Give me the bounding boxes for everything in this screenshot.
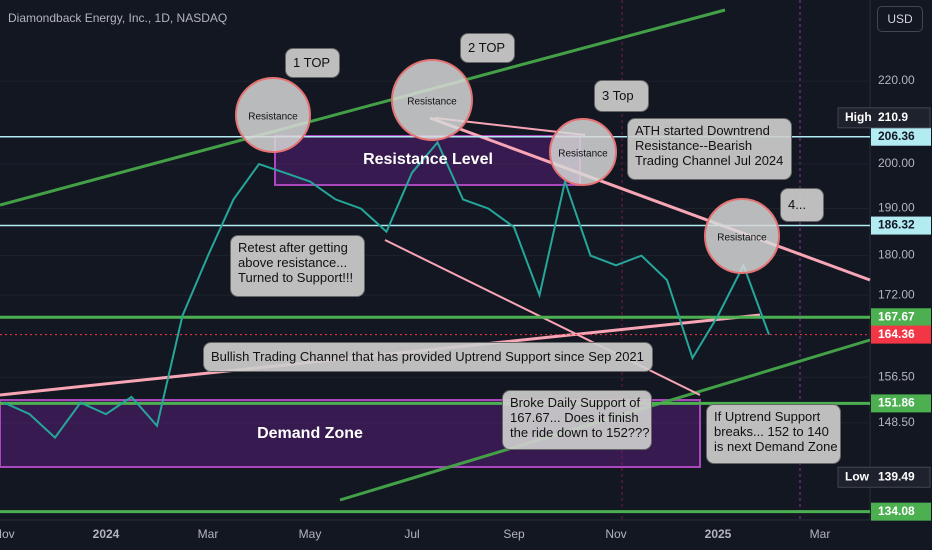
price-tag: 151.86 [878, 396, 915, 410]
zone-label: Demand Zone [257, 425, 363, 442]
resistance-circle [704, 198, 780, 274]
callout: Broke Daily Support of 167.67... Does it … [502, 390, 652, 450]
price-tag: 134.08 [878, 504, 915, 518]
x-tick-label: Nov [605, 527, 626, 541]
callout: 1 TOP [285, 48, 340, 78]
x-tick-label: Mar [810, 527, 831, 541]
price-tag-bg [871, 325, 931, 344]
callout: Retest after getting above resistance... T… [230, 235, 365, 297]
x-tick-label: Jul [404, 527, 419, 541]
callout-line: 167.67... Does it finish [510, 410, 639, 425]
callout: 2 TOP [460, 33, 515, 63]
callout-line: is next Demand Zone [714, 439, 838, 454]
callout: 4... [780, 188, 824, 222]
callout-line: Turned to Support!!! [238, 270, 354, 285]
x-tick-label: Nov [0, 527, 15, 541]
callout: 3 Top [594, 80, 649, 112]
price-tag-bg [871, 308, 931, 327]
y-tick-label: 156.50 [878, 369, 915, 383]
callout-line: Trading Channel Jul 2024 [635, 153, 784, 168]
x-tick-label: May [299, 527, 322, 541]
price-line [3, 140, 770, 440]
price-tag-bg [871, 216, 931, 235]
x-tick-label: Sep [503, 527, 525, 541]
price-tag: 164.36 [878, 327, 915, 341]
callout: ATH started Downtrend Resistance--Bearish… [627, 118, 792, 180]
x-tick-label: 2025 [705, 527, 732, 541]
resistance-label: Resistance [717, 233, 767, 244]
high-value: 210.9 [878, 110, 908, 124]
price-tag-bg [871, 394, 931, 413]
callout: Bullish Trading Channel that has provide… [203, 342, 653, 372]
y-tick-label: 200.00 [878, 156, 915, 170]
trendline [429, 116, 871, 282]
callout-line: above resistance... [238, 255, 348, 270]
low-value: 139.49 [878, 469, 915, 483]
y-tick-label: 190.00 [878, 201, 915, 215]
y-tick-label: 180.00 [878, 248, 915, 262]
resistance-label: Resistance [248, 112, 298, 123]
resistance-label: Resistance [558, 149, 608, 160]
currency-button[interactable]: USD [877, 6, 923, 32]
y-tick-label: 172.00 [878, 287, 915, 301]
price-tag-bg [871, 502, 931, 521]
callout-line: breaks... 152 to 140 [714, 424, 829, 439]
resistance-circle [391, 59, 473, 141]
x-tick-label: 2024 [93, 527, 120, 541]
zone-label: Resistance Level [363, 151, 493, 168]
symbol-title: Diamondback Energy, Inc., 1D, NASDAQ [8, 11, 228, 25]
trendline [0, 8, 726, 207]
callout-line: Resistance--Bearish [635, 138, 753, 153]
resistance-label: Resistance [407, 97, 457, 108]
callout-line: the ride down to 152??? [510, 425, 650, 440]
price-tag: 167.67 [878, 309, 915, 323]
price-tag: 206.36 [878, 129, 915, 143]
callout-line: ATH started Downtrend [635, 123, 770, 138]
x-tick-label: Mar [198, 527, 219, 541]
low-tag-bg [837, 466, 931, 488]
callout-line: If Uptrend Support [714, 409, 821, 424]
low-label: Low [845, 469, 870, 483]
high-label: High [845, 110, 872, 124]
y-tick-label: 220.00 [878, 73, 915, 87]
high-tag-bg [837, 107, 931, 129]
callout-line: Retest after getting [238, 240, 348, 255]
price-tag: 186.32 [878, 218, 915, 232]
y-tick-label: 148.50 [878, 415, 915, 429]
callout-line: Broke Daily Support of [510, 395, 641, 410]
resistance-circle [235, 77, 311, 153]
price-tag-bg [871, 127, 931, 146]
resistance-circle [549, 118, 617, 186]
callout: If Uptrend Support breaks... 152 to 140 is… [706, 404, 841, 464]
